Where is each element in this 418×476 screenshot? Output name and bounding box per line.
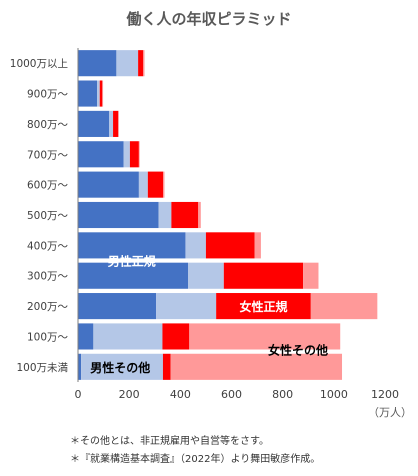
- bar-5-series-1: [158, 201, 172, 229]
- bar-4-series-1: [185, 232, 206, 259]
- bar-2-series-1: [156, 293, 217, 320]
- bar-3-series-3: [303, 262, 319, 289]
- y-tick-label: 100万〜: [27, 331, 69, 343]
- bar-7-series-3: [138, 141, 140, 168]
- bar-6-series-0: [78, 171, 139, 198]
- bar-8-series-1: [109, 110, 114, 137]
- bar-0-series-1: [81, 353, 163, 380]
- y-tick-label: 1000万以上: [10, 58, 68, 70]
- y-tick-label: 800万〜: [27, 119, 69, 131]
- inline-series-label: 女性正規: [239, 299, 287, 314]
- bar-8-series-3: [118, 110, 119, 137]
- bar-5-series-2: [171, 201, 199, 229]
- bar-4-series-2: [205, 232, 255, 259]
- bar-8-series-2: [113, 110, 119, 137]
- bar-4-series-3: [254, 232, 261, 259]
- y-tick-label: 500万〜: [27, 210, 69, 222]
- bar-1-series-1: [93, 323, 163, 350]
- bar-0-series-3: [170, 353, 343, 380]
- bar-6-series-2: [147, 171, 164, 198]
- x-unit-label: （万人）: [368, 406, 412, 419]
- bar-2-series-2: [216, 293, 311, 320]
- inline-series-label: 男性その他: [90, 360, 150, 375]
- x-tick-label: 400: [170, 388, 191, 401]
- bar-3-series-2: [223, 262, 304, 289]
- bar-10-series-1: [116, 50, 139, 77]
- x-tick-label: 1000: [320, 388, 348, 401]
- x-tick-label: 0: [75, 388, 82, 401]
- bar-3-series-1: [188, 262, 224, 289]
- bar-2-series-0: [78, 293, 157, 320]
- footnote-definition: ＊その他とは、非正規雇用や自営等をさす。: [70, 436, 269, 447]
- chart-title: 働く人の年収ピラミッド: [125, 10, 291, 28]
- bar-1-series-2: [162, 323, 190, 350]
- bar-10-series-3: [143, 50, 145, 77]
- y-tick-label: 600万〜: [27, 180, 69, 192]
- x-tick-label: 600: [221, 388, 242, 401]
- x-tick-label: 200: [119, 388, 140, 401]
- inline-series-label: 女性その他: [268, 343, 328, 358]
- bar-7-series-0: [78, 141, 124, 168]
- bar-2-series-3: [310, 293, 378, 320]
- bar-9-series-3: [102, 80, 104, 107]
- bar-1-series-0: [78, 323, 94, 350]
- x-tick-label: 800: [272, 388, 293, 401]
- bar-6-series-3: [163, 171, 165, 198]
- bar-3-series-0: [78, 262, 189, 289]
- bar-6-series-1: [138, 171, 148, 198]
- bar-9-series-0: [78, 80, 98, 107]
- bar-9-series-1: [97, 80, 100, 107]
- inline-series-label: 男性正規: [108, 254, 156, 269]
- bar-10-series-2: [138, 50, 144, 77]
- x-tick-label: 1200: [371, 388, 399, 401]
- bar-7-series-2: [129, 141, 139, 168]
- y-tick-label: 700万〜: [27, 149, 69, 161]
- bar-7-series-1: [123, 141, 130, 168]
- bar-0-series-2: [162, 353, 171, 380]
- footnote-source: ＊『就業構造基本調査』（2022年）より舞田敏彦作成。: [70, 454, 321, 465]
- y-tick-label: 200万〜: [27, 301, 69, 313]
- bar-5-series-0: [78, 201, 159, 229]
- bar-4-series-0: [78, 232, 186, 259]
- bar-8-series-0: [78, 110, 110, 137]
- bar-1-series-3: [189, 323, 341, 350]
- y-tick-label: 400万〜: [27, 240, 69, 252]
- bar-5-series-3: [198, 201, 201, 229]
- y-tick-label: 100万未満: [16, 362, 68, 374]
- y-tick-label: 900万〜: [27, 89, 69, 101]
- bar-9-series-2: [99, 80, 103, 107]
- y-tick-label: 300万〜: [27, 271, 69, 283]
- bar-0-series-0: [78, 353, 82, 380]
- bar-10-series-0: [78, 50, 117, 77]
